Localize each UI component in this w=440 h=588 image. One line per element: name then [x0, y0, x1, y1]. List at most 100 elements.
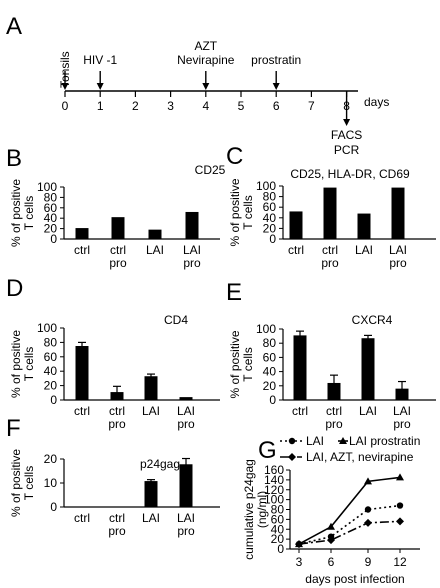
category-label: LAI [393, 404, 411, 418]
y-tick-label: 80 [44, 190, 58, 204]
y-tick-label: 20 [44, 222, 58, 236]
x-tick-label: 3 [296, 555, 303, 569]
category-label: LAI [177, 404, 195, 418]
category-label: pro [325, 417, 343, 431]
y-tick-label: 60 [271, 512, 285, 526]
legend-label: LAI prostratin [349, 434, 420, 448]
y-tick-label: 0 [50, 500, 57, 514]
y-axis-label: cumulative p24gag [242, 459, 256, 560]
chart-title-b: CD25 [195, 163, 226, 177]
event-arrow-head [272, 83, 280, 90]
legend-marker [339, 437, 347, 444]
bar [357, 213, 371, 239]
bar [391, 187, 405, 239]
y-axis-label: % of positive [9, 330, 23, 398]
y-tick-label: 20 [271, 532, 285, 546]
y-axis-label: % of positive [9, 179, 23, 247]
data-point [295, 540, 303, 549]
event-label: PCR [334, 143, 360, 157]
timeline-tick-label: 0 [62, 99, 69, 113]
legend-label: LAI, AZT, nevirapine [306, 450, 414, 464]
category-label: LAI [142, 511, 160, 525]
y-tick-label: 0 [269, 393, 276, 407]
y-axis-label: T cells [241, 347, 255, 381]
timeline-ticks: 012345678 [62, 91, 350, 113]
category-label: ctrl [109, 511, 125, 525]
y-axis-label: (ng/ml) [255, 491, 269, 528]
timeline-tick-label: 4 [202, 99, 209, 113]
timeline-axis-label: days [364, 95, 389, 109]
y-axis-label: % of positive [228, 178, 242, 246]
category-label: LAI [146, 243, 164, 257]
y-tick-label: 20 [263, 379, 277, 393]
x-tick-label: 12 [393, 555, 407, 569]
y-tick-label: 40 [263, 365, 277, 379]
x-tick-label: 6 [328, 555, 335, 569]
y-tick-label: 100 [256, 322, 276, 336]
y-tick-label: 60 [44, 350, 58, 364]
series-line [298, 504, 401, 545]
data-point [364, 477, 372, 485]
panel-c-chart: C CD25, HLA-DR, CD69 % of positive T cells 0… [226, 143, 436, 270]
y-tick-label: 60 [44, 201, 58, 215]
panel-label-d: D [6, 275, 23, 302]
y-tick-label: 80 [271, 503, 285, 517]
data-point [396, 502, 404, 509]
panel-label-c: C [226, 143, 243, 170]
y-tick-label: 20 [44, 379, 58, 393]
y-tick-label: 10 [44, 476, 58, 490]
y-tick-label: 100 [256, 179, 276, 193]
timeline-tick-label: 6 [273, 99, 280, 113]
category-label: pro [177, 524, 195, 538]
event-arrow-head [96, 83, 104, 90]
y-tick-label: 80 [44, 335, 58, 349]
data-point [327, 536, 335, 545]
legend-marker [288, 453, 296, 461]
x-axis-label: days post infection [305, 572, 404, 586]
category-label: LAI [389, 243, 407, 257]
y-tick-label: 40 [44, 364, 58, 378]
timeline-tick-label: 5 [238, 99, 245, 113]
event-label: FACS [331, 128, 362, 142]
bar [144, 481, 158, 507]
panel-label-a: A [6, 13, 22, 40]
y-tick-label: 0 [277, 542, 284, 556]
category-label: LAI [142, 404, 160, 418]
x-tick-label: 9 [365, 555, 372, 569]
event-label: Tonsils [58, 51, 72, 88]
y-tick-label: 100 [37, 180, 57, 194]
y-tick-label: 0 [269, 232, 276, 246]
y-tick-label: 20 [44, 452, 58, 466]
category-label: ctrl [326, 404, 342, 418]
category-label: LAI [177, 511, 195, 525]
data-point [327, 522, 335, 530]
panel-label-e: E [226, 279, 242, 306]
category-label: pro [321, 256, 339, 270]
y-tick-label: 160 [264, 463, 284, 477]
category-label: LAI [183, 243, 201, 257]
panel-label-b: B [6, 145, 22, 172]
y-axis-label: T cells [22, 466, 36, 500]
event-arrow-head [61, 83, 69, 90]
category-label: pro [183, 256, 201, 270]
y-tick-label: 40 [263, 211, 277, 225]
category-label: ctrl [109, 404, 125, 418]
y-tick-label: 0 [50, 393, 57, 407]
category-label: ctrl [288, 243, 304, 257]
bar [148, 229, 162, 239]
y-tick-label: 40 [44, 211, 58, 225]
y-axis-label: % of positive [228, 330, 242, 398]
chart-title-e: CXCR4 [352, 313, 393, 327]
chart-title-c: CD25, HLA-DR, CD69 [290, 167, 410, 181]
category-label: LAI [355, 243, 373, 257]
bar [144, 376, 158, 400]
y-tick-label: 140 [264, 473, 284, 487]
y-tick-label: 40 [271, 522, 285, 536]
timeline-tick-label: 1 [97, 99, 104, 113]
event-label: AZT [194, 39, 217, 53]
